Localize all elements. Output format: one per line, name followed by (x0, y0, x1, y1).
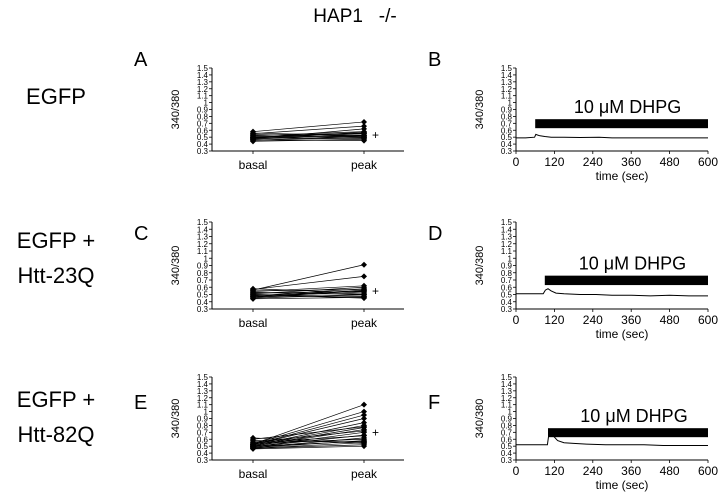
panel-c-category-peak: peak (351, 316, 378, 330)
panel-e-category-peak: peak (351, 467, 378, 481)
panel-e-y-label: 340/380 (170, 399, 182, 439)
panel-b-y-label: 340/380 (474, 90, 486, 130)
panel-c-series-line (253, 276, 364, 289)
panel-f-y-label: 340/380 (474, 399, 486, 439)
panel-f-stimulus-label: 10 μM DHPG (580, 406, 687, 426)
panel-c-significance-mark: + (372, 284, 379, 298)
row-label-e-1: Htt-82Q (17, 422, 94, 447)
row-label-c-0: EGFP + (17, 228, 95, 253)
panel-c-data-point (361, 273, 367, 279)
panel-a-significance-mark: + (372, 128, 379, 142)
panel-d-letter: D (428, 223, 442, 245)
panel-a-category-peak: peak (351, 158, 378, 172)
row-label-a-0: EGFP (26, 84, 86, 109)
panel-b-xtick-label: 240 (583, 155, 603, 169)
panel-f-stimulus-bar (548, 428, 708, 437)
panel-b-xtick-label: 0 (513, 155, 520, 169)
panel-f-x-label: time (sec) (596, 478, 649, 492)
panel-a-series-line (253, 140, 364, 141)
panel-f-xtick-label: 120 (544, 464, 564, 478)
panel-c-category-basal: basal (239, 316, 268, 330)
panel-c-letter: C (134, 223, 148, 245)
panel-d-xtick-label: 240 (583, 313, 603, 327)
panel-a-category-basal: basal (239, 158, 268, 172)
panel-d-y-label: 340/380 (474, 246, 486, 286)
panel-e-data-point (361, 402, 367, 408)
panel-b-xtick-label: 120 (544, 155, 564, 169)
panel-d-x-label: time (sec) (596, 327, 649, 341)
panel-e-ytick-label: 1.5 (197, 373, 209, 382)
panel-b-stimulus-bar (535, 119, 708, 128)
panel-e-category-basal: basal (239, 467, 268, 481)
panel-e-significance-mark: + (372, 426, 379, 440)
panel-d-stimulus-label: 10 μM DHPG (579, 254, 686, 274)
panel-b-letter: B (428, 49, 441, 71)
panel-b-trace (516, 134, 708, 138)
panel-c-y-label: 340/380 (170, 246, 182, 286)
panel-d-ytick-label: 1.5 (501, 218, 513, 227)
panel-d-xtick-label: 600 (698, 313, 718, 327)
panel-b-ytick-label: 1.5 (501, 64, 513, 73)
panel-a-letter: A (134, 49, 148, 71)
panel-d-xtick-label: 0 (513, 313, 520, 327)
panel-d-stimulus-bar (545, 276, 708, 285)
panel-d-xtick-label: 480 (660, 313, 680, 327)
panel-e-series-line (253, 427, 364, 439)
row-label-e-0: EGFP + (17, 387, 95, 412)
panel-a-y-label: 340/380 (170, 90, 182, 130)
figure-title: HAP1 -/- (313, 6, 396, 27)
panel-f-letter: F (428, 392, 440, 414)
panel-b-xtick-label: 480 (660, 155, 680, 169)
panel-a-data-point (361, 119, 367, 125)
panel-b-x-label: time (sec) (596, 169, 649, 183)
figure: HAP1 -/- AEGFP0.30.40.50.60.70.80.911.11… (0, 0, 720, 503)
panel-e-data-point (361, 409, 367, 415)
panel-c-ytick-label: 1.5 (197, 218, 209, 227)
panel-e-letter: E (134, 392, 147, 414)
panel-f-xtick-label: 240 (583, 464, 603, 478)
panel-f-ytick-label: 1.5 (501, 373, 513, 382)
row-label-c-1: Htt-23Q (17, 263, 94, 288)
panel-f-xtick-label: 480 (660, 464, 680, 478)
panel-f-xtick-label: 0 (513, 464, 520, 478)
panel-f-xtick-label: 360 (621, 464, 641, 478)
panel-d-xtick-label: 360 (621, 313, 641, 327)
panel-c-data-point (361, 262, 367, 268)
panel-d-trace (516, 289, 708, 296)
panel-d-xtick-label: 120 (544, 313, 564, 327)
panel-b-xtick-label: 600 (698, 155, 718, 169)
panel-b-stimulus-label: 10 μM DHPG (574, 97, 681, 117)
panel-a-ytick-label: 1.5 (197, 64, 209, 73)
panel-b-xtick-label: 360 (621, 155, 641, 169)
panel-f-xtick-label: 600 (698, 464, 718, 478)
